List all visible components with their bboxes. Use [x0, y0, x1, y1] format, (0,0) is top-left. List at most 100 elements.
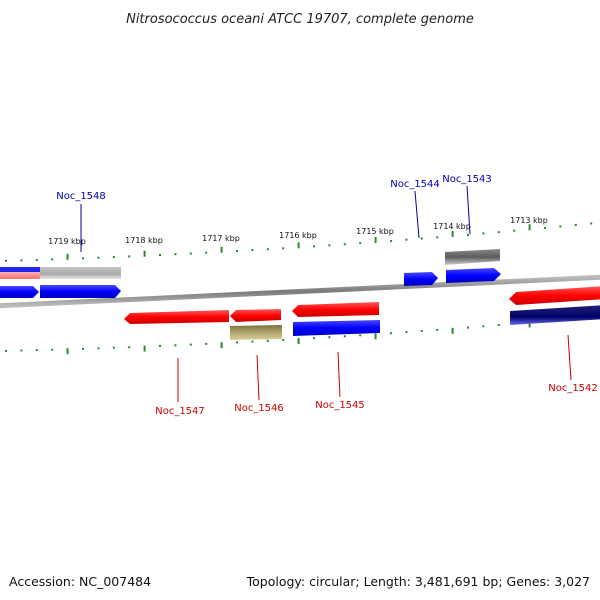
map-title: Nitrosococcus oceani ATCC 19707, complet… [126, 12, 474, 27]
gene-arrow-noc1544[interactable] [404, 272, 438, 286]
lower-minor-tick [112, 346, 115, 349]
lower-minor-tick [82, 347, 84, 350]
scale-label-1713: 1713 kbp [510, 216, 548, 225]
scale-label-1717: 1717 kbp [202, 234, 240, 243]
lower-minor-tick [20, 349, 23, 352]
lower-minor-tick [128, 346, 131, 349]
gene-label-noc1542[interactable]: Noc_1542 [548, 383, 598, 394]
scale-label-1715: 1715 kbp [356, 227, 394, 236]
scale-label-1718: 1718 kbp [125, 236, 163, 245]
upper-minor-tick [405, 238, 408, 241]
upper-minor-tick [205, 251, 208, 254]
lower-minor-tick [390, 332, 392, 335]
leader-noc1546 [256, 354, 260, 401]
lower-minor-tick [205, 342, 208, 345]
gene-feature-fwd-left-top[interactable] [0, 267, 40, 272]
lower-minor-tick [236, 341, 238, 344]
gene-label-noc1548[interactable]: Noc_1548 [56, 191, 106, 202]
upper-minor-tick [328, 244, 331, 247]
lower-minor-tick [497, 324, 500, 327]
upper-minor-tick [359, 242, 362, 245]
upper-minor-tick [574, 224, 577, 226]
lower-major-tick [220, 342, 223, 349]
upper-major-tick [66, 253, 69, 260]
gene-feature-noc1546-olive[interactable] [230, 325, 282, 340]
lower-minor-tick [436, 328, 439, 331]
lower-minor-tick [467, 326, 469, 329]
upper-minor-tick [128, 255, 131, 258]
gene-arrow-noc1543-cds[interactable] [446, 268, 501, 283]
accession-text: Accession: NC_007484 [9, 574, 151, 589]
upper-minor-tick [236, 250, 238, 252]
gene-feature-noc1548-shadow[interactable] [40, 267, 121, 279]
lower-major-tick [297, 338, 300, 345]
upper-minor-tick [35, 258, 38, 261]
upper-major-tick [528, 224, 531, 231]
upper-minor-tick [467, 233, 469, 236]
upper-major-tick [220, 246, 223, 253]
label-leaders [80, 185, 572, 402]
gene-arrow-noc1542[interactable] [509, 286, 600, 305]
leader-noc1542 [567, 334, 572, 381]
gene-arrow-noc1548[interactable] [40, 285, 121, 298]
gene-label-noc1546[interactable]: Noc_1546 [234, 403, 284, 414]
gene-feature-fwd-left-shadow[interactable] [0, 272, 40, 279]
lower-major-tick [528, 321, 531, 328]
lower-minor-tick [405, 331, 408, 334]
upper-minor-tick [174, 253, 177, 256]
upper-minor-tick [189, 252, 192, 255]
gene-arrow-noc1546[interactable] [230, 309, 281, 322]
upper-minor-tick [5, 259, 7, 262]
lower-minor-tick [420, 330, 423, 332]
upper-minor-tick [497, 231, 500, 234]
gene-feature-noc1543[interactable] [445, 249, 500, 265]
gene-labels: Noc_1548 Noc_1544 Noc_1543 Noc_1547 Noc_… [56, 174, 598, 417]
leader-noc1545 [337, 351, 341, 398]
lower-minor-tick [343, 335, 346, 338]
gene-arrow-noc1547[interactable] [124, 310, 229, 324]
gene-feature-noc1542-navy[interactable] [510, 305, 600, 325]
lower-minor-tick [51, 348, 54, 351]
upper-minor-tick [513, 229, 516, 232]
lower-minor-tick [251, 340, 254, 343]
gene-label-noc1543[interactable]: Noc_1543 [442, 174, 492, 185]
leader-noc1544 [414, 190, 420, 239]
scale-labels: 1719 kbp 1718 kbp 1717 kbp 1716 kbp 1715… [48, 216, 548, 246]
gene-label-noc1547[interactable]: Noc_1547 [155, 406, 205, 417]
upper-minor-tick [313, 245, 315, 248]
upper-minor-tick [282, 247, 285, 250]
gene-feature-noc1545-blue[interactable] [293, 320, 380, 336]
gene-label-noc1544[interactable]: Noc_1544 [390, 179, 440, 190]
upper-minor-tick [251, 249, 254, 252]
lower-major-tick [374, 333, 377, 340]
upper-minor-tick [420, 237, 423, 240]
lower-minor-tick [189, 343, 192, 346]
lower-minor-tick [482, 325, 485, 328]
upper-minor-tick [590, 222, 593, 225]
lower-major-tick [143, 345, 146, 352]
genome-backbone [0, 274, 600, 309]
lower-minor-tick [159, 344, 161, 347]
lower-minor-tick [282, 339, 285, 341]
upper-minor-tick [436, 236, 439, 239]
gene-arrow-fwd-left[interactable] [0, 286, 39, 298]
upper-minor-tick [97, 256, 100, 259]
upper-minor-tick [51, 258, 54, 261]
upper-tick-row [5, 222, 593, 262]
lower-major-tick [451, 327, 454, 334]
upper-minor-tick [20, 259, 23, 262]
upper-minor-tick [159, 254, 161, 256]
genome-summary-text: Topology: circular; Length: 3,481,691 bp… [246, 574, 590, 589]
gene-label-noc1545[interactable]: Noc_1545 [315, 400, 365, 411]
gene-arrow-noc1545[interactable] [292, 302, 379, 317]
forward-features [0, 249, 501, 298]
lower-minor-tick [35, 349, 38, 352]
upper-minor-tick [266, 248, 269, 251]
scale-label-1714: 1714 kbp [433, 222, 471, 231]
upper-minor-tick [544, 226, 546, 229]
lower-minor-tick [359, 334, 362, 337]
lower-minor-tick [328, 336, 331, 339]
upper-major-tick [143, 250, 146, 257]
upper-minor-tick [112, 256, 115, 258]
